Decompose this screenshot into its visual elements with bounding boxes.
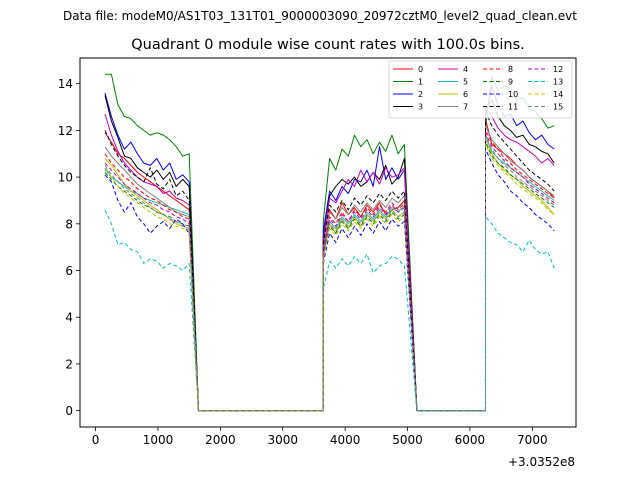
legend-label-11: 11 — [508, 103, 518, 112]
series-line-8 — [104, 129, 555, 412]
legend-label-14: 14 — [553, 90, 563, 99]
x-tick-label: 2000 — [205, 433, 236, 447]
legend-label-4: 4 — [463, 65, 468, 74]
y-tick-label: 0 — [65, 404, 73, 418]
legend-label-10: 10 — [508, 90, 518, 99]
legend-label-2: 2 — [418, 90, 423, 99]
legend-label-12: 12 — [553, 65, 563, 74]
series-line-14 — [104, 143, 555, 412]
y-axis: 0 2 4 6 8 10 12 14 — [58, 77, 80, 418]
series-line-3 — [104, 95, 555, 412]
series-line-11 — [104, 111, 555, 412]
figure-suptitle: Data file: modeM0/AS1T03_131T01_90000030… — [63, 9, 577, 23]
legend-label-15: 15 — [553, 103, 563, 112]
legend-label-5: 5 — [463, 78, 468, 87]
series-line-7 — [104, 125, 555, 412]
series-line-4 — [104, 106, 555, 412]
x-tick-label: 4000 — [330, 433, 361, 447]
legend-box — [388, 60, 573, 119]
legend-label-9: 9 — [508, 78, 513, 87]
y-tick-label: 10 — [58, 171, 73, 185]
series-line-13 — [104, 209, 555, 412]
x-tick-label: 5000 — [392, 433, 423, 447]
legend-label-6: 6 — [463, 90, 468, 99]
y-tick-label: 14 — [58, 77, 73, 91]
x-axis: 0 1000 2000 3000 4000 5000 6000 7000 — [92, 427, 548, 447]
x-tick-label: 1000 — [143, 433, 174, 447]
axes-frame — [79, 57, 577, 428]
y-tick-label: 6 — [65, 264, 73, 278]
y-tick-label: 2 — [65, 357, 73, 371]
x-tick-label: 0 — [92, 433, 100, 447]
series-line-9 — [104, 141, 555, 412]
x-tick-label: 7000 — [517, 433, 548, 447]
legend-label-3: 3 — [418, 103, 423, 112]
legend-label-0: 0 — [418, 65, 423, 74]
series-line-10 — [104, 148, 555, 412]
series-line-6 — [104, 139, 555, 412]
y-tick-label: 12 — [58, 124, 73, 138]
legend-label-7: 7 — [463, 103, 468, 112]
y-tick-label: 4 — [65, 311, 73, 325]
chart-title: Quadrant 0 module wise count rates with … — [131, 37, 525, 53]
series-line-5 — [104, 134, 555, 412]
x-tick-label: 6000 — [455, 433, 486, 447]
x-offset-label: +3.0352e8 — [508, 455, 575, 469]
legend-label-13: 13 — [553, 78, 563, 87]
legend-label-8: 8 — [508, 65, 513, 74]
y-tick-label: 8 — [65, 217, 73, 231]
x-tick-label: 3000 — [267, 433, 298, 447]
series-line-12 — [104, 132, 555, 412]
series-line-0 — [104, 118, 555, 412]
plot-area — [104, 73, 555, 412]
legend-label-1: 1 — [418, 78, 423, 87]
